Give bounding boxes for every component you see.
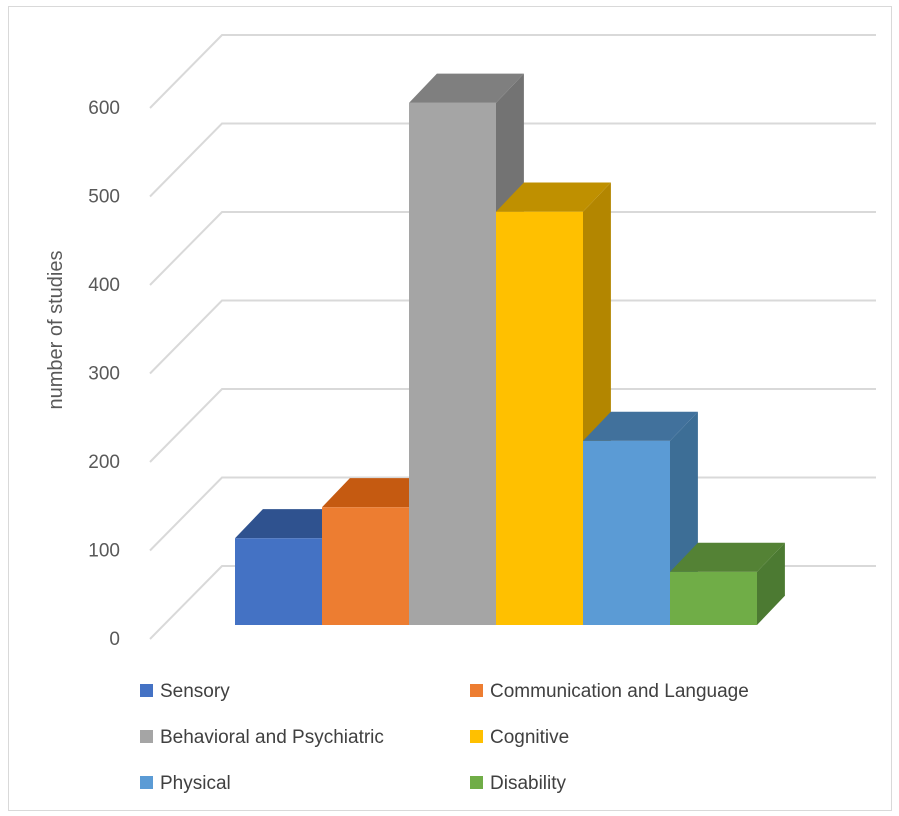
legend-item: Communication and Language	[470, 681, 749, 702]
legend-item: Physical	[140, 773, 231, 794]
gridline	[149, 122, 876, 198]
legend-swatch	[470, 684, 483, 697]
bar	[235, 538, 322, 625]
bar	[583, 440, 670, 625]
legend-label: Cognitive	[490, 727, 569, 748]
gridline	[149, 299, 876, 375]
legend-label: Communication and Language	[490, 681, 749, 702]
legend-item: Cognitive	[470, 727, 569, 748]
y-axis-title: number of studies	[45, 251, 67, 410]
legend-label: Physical	[160, 773, 231, 794]
legend-label: Sensory	[160, 681, 230, 702]
bar	[670, 571, 757, 625]
legend-label: Disability	[490, 773, 567, 794]
legend-swatch	[140, 776, 153, 789]
bar-top	[235, 509, 350, 539]
y-tick-label: 400	[88, 275, 120, 296]
bar-top	[670, 542, 785, 572]
legend-item: Disability	[470, 773, 567, 794]
y-tick-labels: 0 100 200 300 400 500 600	[88, 98, 120, 650]
bar-group	[670, 542, 785, 625]
bar-top	[409, 73, 524, 103]
y-tick-label: 100	[88, 541, 120, 562]
bar-top	[496, 182, 611, 212]
legend-swatch	[140, 684, 153, 697]
gridline	[149, 388, 876, 463]
bar	[322, 507, 409, 625]
bars	[235, 73, 785, 626]
bar-side	[757, 542, 785, 625]
legend-item: Behavioral and Psychiatric	[140, 727, 384, 748]
y-tick-label: 0	[109, 629, 120, 650]
bar	[496, 211, 583, 625]
bar-group	[496, 182, 611, 625]
y-tick-label: 300	[88, 364, 120, 385]
bar	[409, 102, 496, 626]
legend-label: Behavioral and Psychiatric	[160, 727, 384, 748]
y-tick-label: 500	[88, 187, 120, 208]
legend-item: Sensory	[140, 681, 230, 702]
legend-swatch	[470, 776, 483, 789]
y-tick-label: 600	[88, 98, 120, 119]
legend: Sensory Communication and Language Behavio…	[140, 681, 749, 794]
bar-top	[583, 411, 698, 441]
bar-top	[322, 478, 437, 508]
gridline	[149, 211, 876, 286]
y-tick-label: 200	[88, 452, 120, 473]
gridline	[149, 34, 876, 109]
legend-swatch	[470, 730, 483, 743]
legend-swatch	[140, 730, 153, 743]
